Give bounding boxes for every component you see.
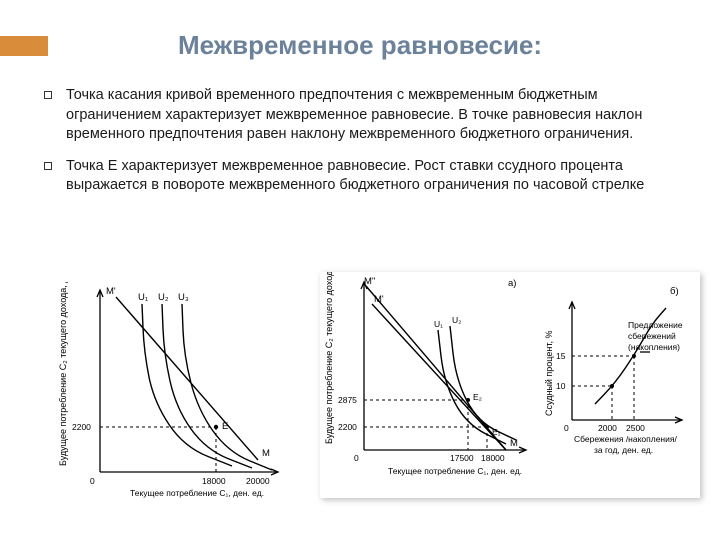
svg-text:U₂: U₂ (158, 292, 169, 303)
svg-text:2500: 2500 (626, 423, 645, 433)
svg-text:U₃: U₃ (178, 292, 189, 303)
svg-text:M: M (510, 438, 518, 449)
svg-text:б): б) (670, 286, 679, 297)
svg-text:17500: 17500 (450, 453, 474, 463)
page-title: Межвременное равновесие: (48, 30, 720, 61)
svg-text:Предложение: Предложение (628, 320, 683, 330)
svg-text:Текущее потребление C₁, ден. е: Текущее потребление C₁, ден. ед. (130, 488, 264, 498)
svg-text:Сбережения /накопления/: Сбережения /накопления/ (574, 434, 677, 444)
svg-text:M'': M'' (364, 276, 376, 287)
svg-text:2875: 2875 (338, 395, 357, 405)
svg-text:M: M (262, 448, 270, 459)
accent-block (0, 36, 48, 56)
bullet-marker-icon (44, 162, 52, 170)
list-item: Точка Е характеризует межвременное равно… (44, 157, 690, 196)
svg-text:2200: 2200 (72, 422, 91, 432)
svg-text:E₁: E₁ (492, 427, 501, 437)
svg-text:15: 15 (556, 351, 566, 361)
svg-text:за год, ден. ед.: за год, ден. ед. (594, 445, 653, 455)
svg-text:0: 0 (354, 453, 359, 463)
svg-text:Ссудный процент, %: Ссудный процент, % (544, 331, 554, 416)
svg-text:Будущее потребление C₂ текущег: Будущее потребление C₂ текущего дохода, … (58, 282, 68, 466)
svg-text:20000: 20000 (246, 476, 270, 486)
svg-text:E: E (222, 421, 228, 432)
svg-text:U₁: U₁ (138, 292, 148, 303)
svg-text:18000: 18000 (202, 476, 226, 486)
svg-text:0: 0 (90, 476, 95, 486)
bullet-list: Точка касания кривой временного предпочт… (44, 86, 690, 208)
svg-text:0: 0 (564, 423, 569, 433)
svg-text:M': M' (106, 286, 116, 297)
svg-text:U₂: U₂ (452, 315, 461, 325)
svg-text:10: 10 (556, 381, 566, 391)
svg-text:а): а) (508, 278, 516, 289)
svg-text:(накопления): (накопления) (628, 342, 680, 352)
figure-left: E M' U₁ U₂ U₃ M 2200 18000 20000 0 Будущее потребл… (54, 282, 300, 500)
svg-text:2200: 2200 (338, 422, 357, 432)
svg-text:сбережений: сбережений (628, 331, 676, 341)
bullet-text: Точка Е характеризует межвременное равно… (66, 157, 690, 196)
bullet-marker-icon (44, 91, 52, 99)
figure-right: а) E₁ E₂ M'' M' U₁ U₂ M 2875 2200 17500 18000 0 Будущ… (320, 272, 700, 498)
svg-text:18000: 18000 (481, 453, 505, 463)
svg-text:E₂: E₂ (473, 392, 482, 402)
svg-text:2000: 2000 (598, 423, 617, 433)
svg-text:Будущее потребление C₂ текущег: Будущее потребление C₂ текущего дохода, … (324, 272, 334, 444)
list-item: Точка касания кривой временного предпочт… (44, 86, 690, 145)
svg-text:M': M' (374, 294, 384, 305)
bullet-text: Точка касания кривой временного предпочт… (66, 86, 690, 145)
svg-text:Текущее потребление C₁, ден. е: Текущее потребление C₁, ден. ед. (388, 466, 522, 476)
svg-text:U₁: U₁ (434, 319, 443, 329)
